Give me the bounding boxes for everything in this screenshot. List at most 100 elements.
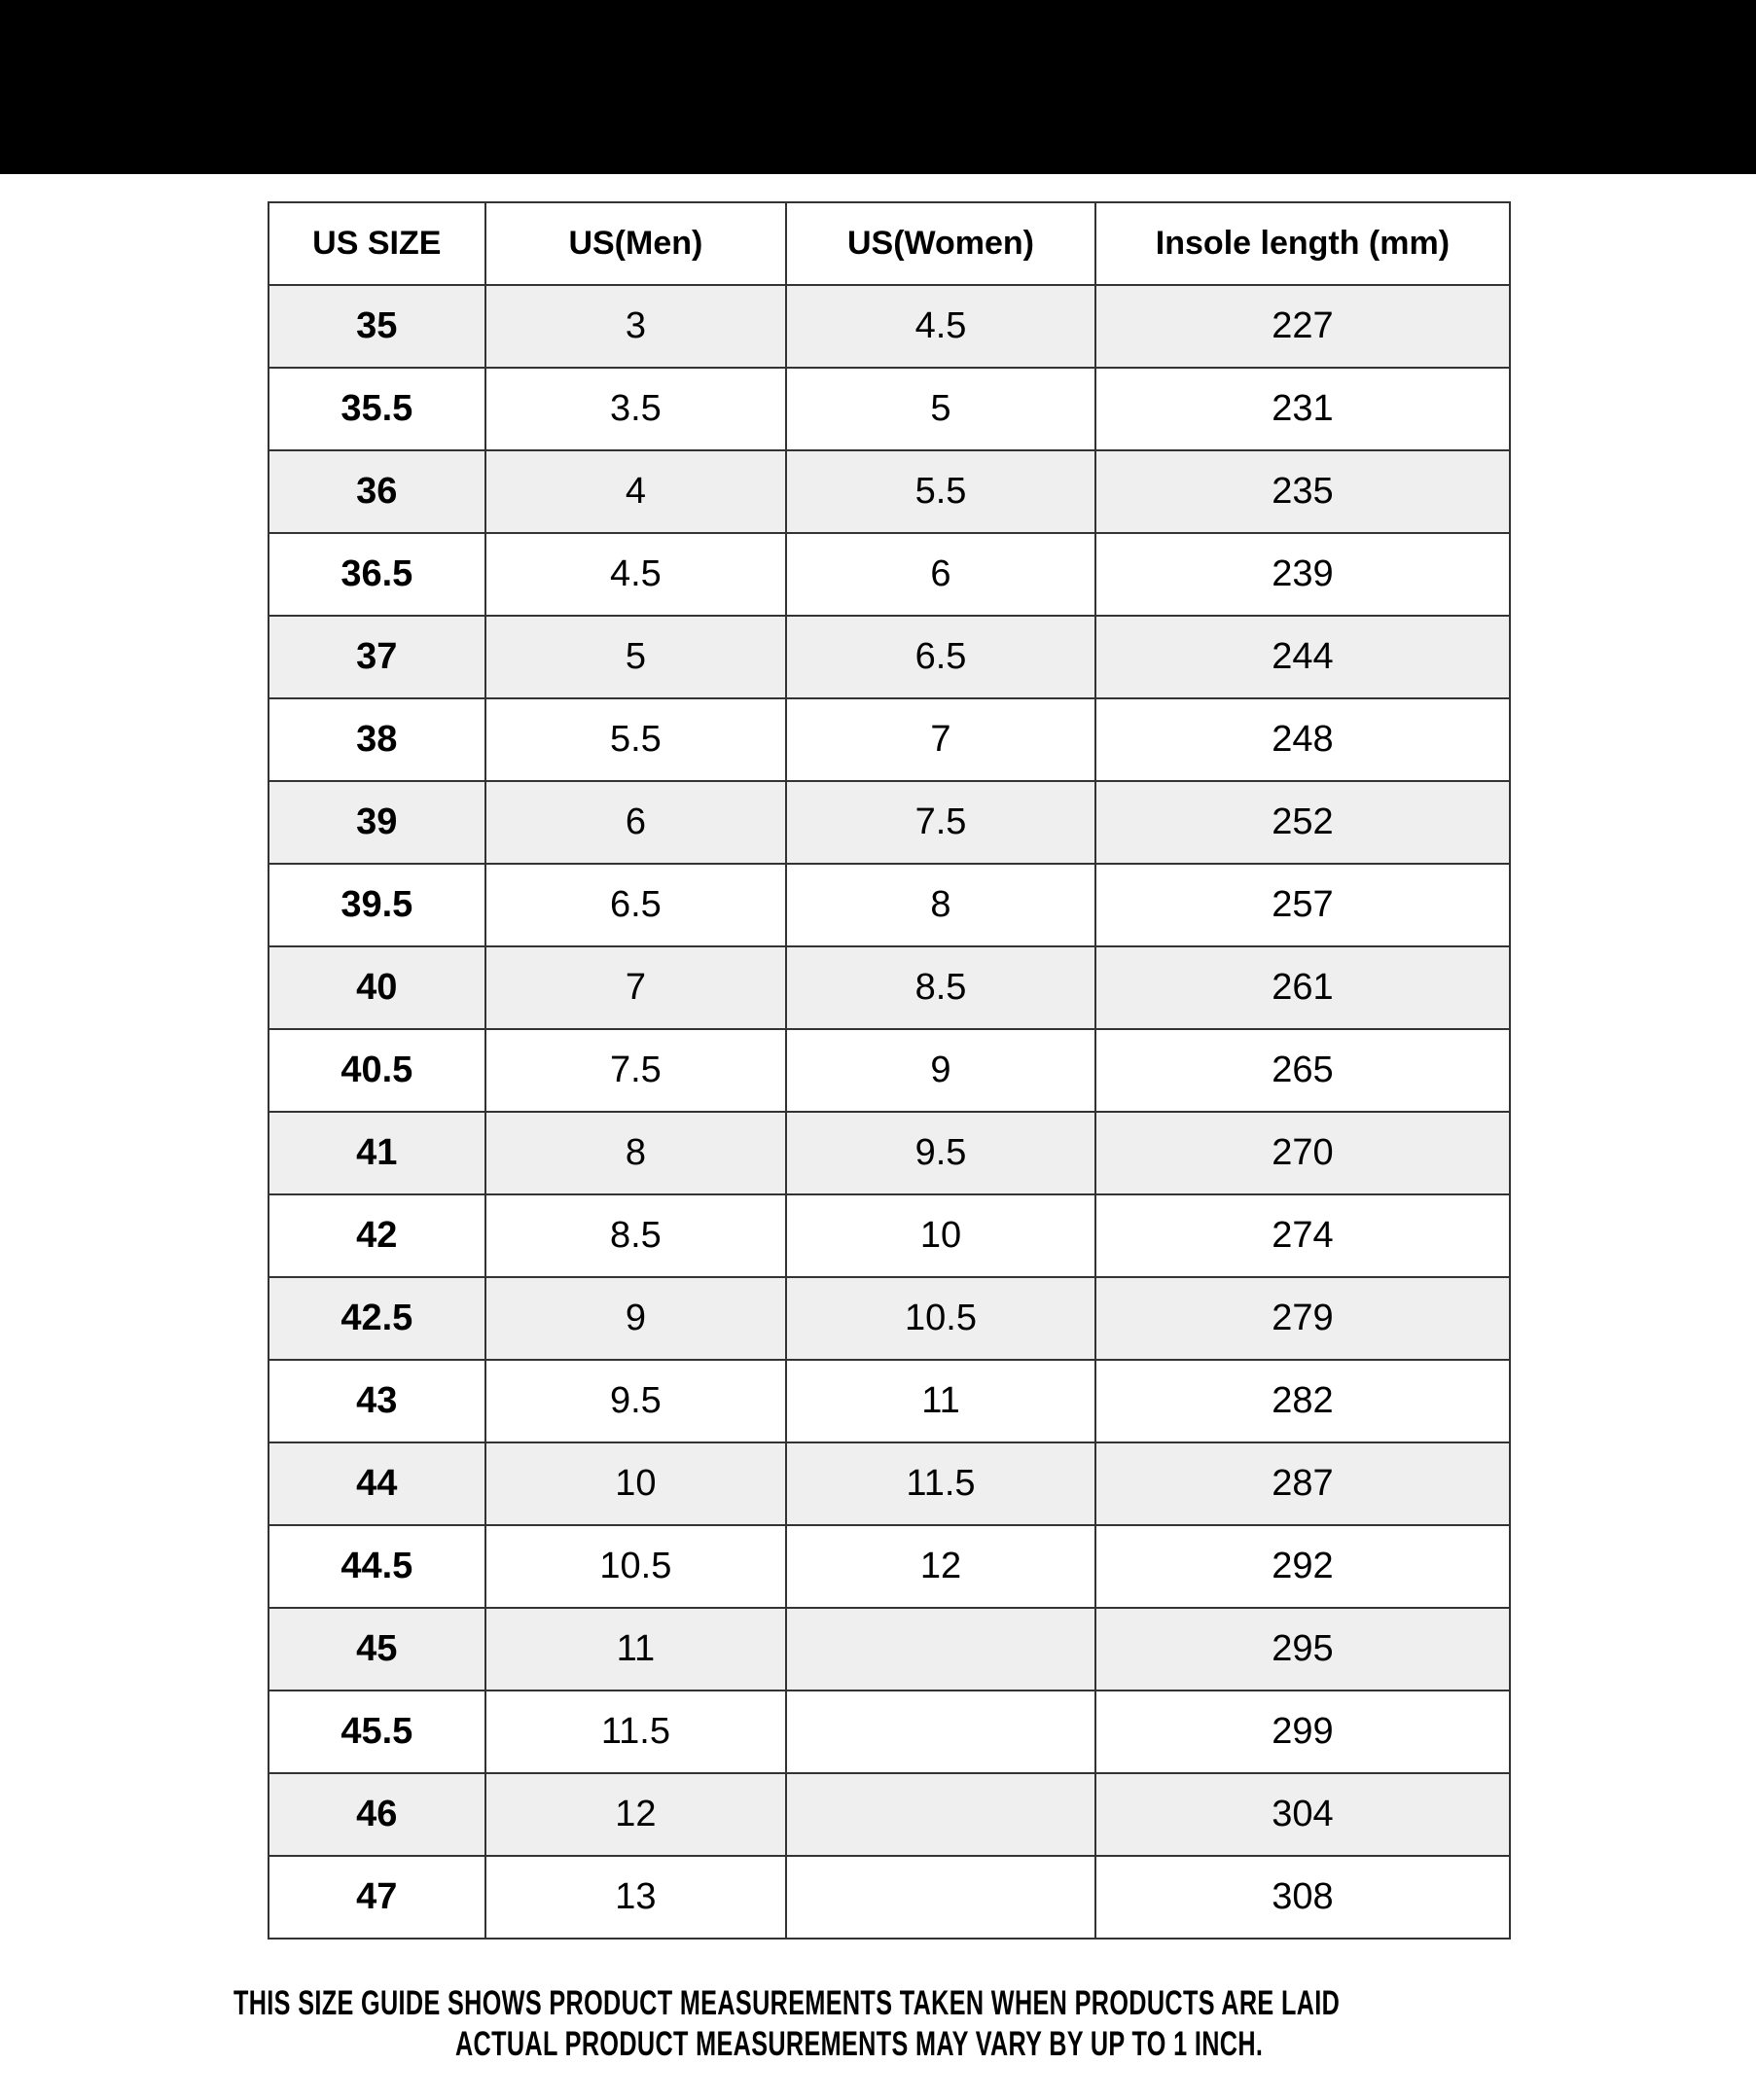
table-row: 42.5 9 10.5 279: [268, 1276, 1512, 1361]
table-row: 43 9.5 11 282: [268, 1359, 1512, 1443]
cell-us-men: 10.5: [484, 1524, 788, 1609]
cell-insole-length: 248: [1093, 697, 1512, 782]
cell-us-women: 6.5: [785, 615, 1096, 699]
cell-us-size: 43: [268, 1359, 486, 1443]
table-row: 39 6 7.5 252: [268, 780, 1512, 865]
cell-insole-length: 261: [1093, 945, 1512, 1030]
cell-insole-length: 295: [1093, 1607, 1512, 1691]
table-row: 40.5 7.5 9 265: [268, 1028, 1512, 1113]
cell-us-women: 12: [785, 1524, 1096, 1609]
cell-insole-length: 265: [1093, 1028, 1512, 1113]
cell-us-women: 11.5: [785, 1442, 1096, 1526]
table-row: 45.5 11.5 299: [268, 1690, 1512, 1774]
cell-insole-length: 304: [1093, 1772, 1512, 1857]
cell-us-men: 7: [484, 945, 788, 1030]
cell-us-size: 46: [268, 1772, 486, 1857]
cell-insole-length: 257: [1093, 863, 1512, 947]
cell-us-men: 12: [484, 1772, 788, 1857]
cell-us-women: [785, 1690, 1096, 1774]
cell-us-men: 11: [484, 1607, 788, 1691]
cell-us-men: 7.5: [484, 1028, 788, 1113]
table-row: 47 13 308: [268, 1855, 1512, 1940]
cell-us-size: 41: [268, 1111, 486, 1195]
table-row: 38 5.5 7 248: [268, 697, 1512, 782]
cell-insole-length: 252: [1093, 780, 1512, 865]
cell-us-men: 11.5: [484, 1690, 788, 1774]
cell-us-men: 4: [484, 449, 788, 534]
cell-us-women: 11: [785, 1359, 1096, 1443]
cell-us-men: 4.5: [484, 532, 788, 617]
cell-us-men: 6: [484, 780, 788, 865]
cell-us-size: 35.5: [268, 367, 486, 451]
cell-us-size: 42: [268, 1193, 486, 1278]
cell-us-size: 45: [268, 1607, 486, 1691]
cell-us-men: 5: [484, 615, 788, 699]
footer-note-line1: THIS SIZE GUIDE SHOWS PRODUCT MEASUREMEN…: [233, 1984, 1341, 2022]
top-black-bar: [0, 0, 1756, 174]
cell-us-women: 10.5: [785, 1276, 1096, 1361]
cell-insole-length: 235: [1093, 449, 1512, 534]
cell-us-size: 39.5: [268, 863, 486, 947]
cell-us-women: [785, 1855, 1096, 1940]
header-row: US SIZE US(Men) US(Women) Insole length …: [268, 201, 1512, 286]
cell-us-women: 5: [785, 367, 1096, 451]
size-chart-table: US SIZE US(Men) US(Women) Insole length …: [268, 201, 1512, 1940]
cell-us-men: 10: [484, 1442, 788, 1526]
table-row: 42 8.5 10 274: [268, 1193, 1512, 1278]
cell-insole-length: 292: [1093, 1524, 1512, 1609]
cell-us-women: 6: [785, 532, 1096, 617]
cell-insole-length: 287: [1093, 1442, 1512, 1526]
cell-insole-length: 274: [1093, 1193, 1512, 1278]
table-row: 35 3 4.5 227: [268, 284, 1512, 369]
cell-insole-length: 239: [1093, 532, 1512, 617]
header-us-men: US(Men): [484, 201, 788, 286]
cell-us-women: 9: [785, 1028, 1096, 1113]
cell-us-size: 44: [268, 1442, 486, 1526]
cell-us-women: 10: [785, 1193, 1096, 1278]
cell-us-size: 35: [268, 284, 486, 369]
cell-insole-length: 279: [1093, 1276, 1512, 1361]
cell-insole-length: 270: [1093, 1111, 1512, 1195]
table-row: 36.5 4.5 6 239: [268, 532, 1512, 617]
header-us-size: US SIZE: [268, 201, 486, 286]
table-row: 37 5 6.5 244: [268, 615, 1512, 699]
table-row: 41 8 9.5 270: [268, 1111, 1512, 1195]
cell-us-size: 38: [268, 697, 486, 782]
cell-us-women: [785, 1607, 1096, 1691]
cell-us-men: 9.5: [484, 1359, 788, 1443]
footer-note-line2: ACTUAL PRODUCT MEASUREMENTS MAY VARY BY …: [455, 2025, 1264, 2063]
cell-insole-length: 227: [1093, 284, 1512, 369]
cell-us-women: 4.5: [785, 284, 1096, 369]
cell-us-men: 3.5: [484, 367, 788, 451]
cell-us-men: 8: [484, 1111, 788, 1195]
table-row: 44 10 11.5 287: [268, 1442, 1512, 1526]
table-row: 45 11 295: [268, 1607, 1512, 1691]
cell-us-size: 44.5: [268, 1524, 486, 1609]
cell-us-men: 6.5: [484, 863, 788, 947]
cell-us-size: 39: [268, 780, 486, 865]
table-row: 46 12 304: [268, 1772, 1512, 1857]
cell-insole-length: 282: [1093, 1359, 1512, 1443]
cell-insole-length: 244: [1093, 615, 1512, 699]
cell-us-women: 8.5: [785, 945, 1096, 1030]
table-row: 44.5 10.5 12 292: [268, 1524, 1512, 1609]
cell-insole-length: 299: [1093, 1690, 1512, 1774]
header-us-women: US(Women): [785, 201, 1096, 286]
cell-us-size: 40: [268, 945, 486, 1030]
cell-us-size: 42.5: [268, 1276, 486, 1361]
cell-us-men: 5.5: [484, 697, 788, 782]
cell-us-size: 47: [268, 1855, 486, 1940]
cell-us-women: [785, 1772, 1096, 1857]
cell-insole-length: 308: [1093, 1855, 1512, 1940]
cell-us-women: 9.5: [785, 1111, 1096, 1195]
cell-us-women: 5.5: [785, 449, 1096, 534]
cell-us-size: 36: [268, 449, 486, 534]
cell-us-men: 8.5: [484, 1193, 788, 1278]
cell-us-women: 7.5: [785, 780, 1096, 865]
cell-us-size: 37: [268, 615, 486, 699]
cell-us-size: 36.5: [268, 532, 486, 617]
header-insole-length: Insole length (mm): [1093, 201, 1512, 286]
table-row: 36 4 5.5 235: [268, 449, 1512, 534]
table-row: 39.5 6.5 8 257: [268, 863, 1512, 947]
table-row: 35.5 3.5 5 231: [268, 367, 1512, 451]
